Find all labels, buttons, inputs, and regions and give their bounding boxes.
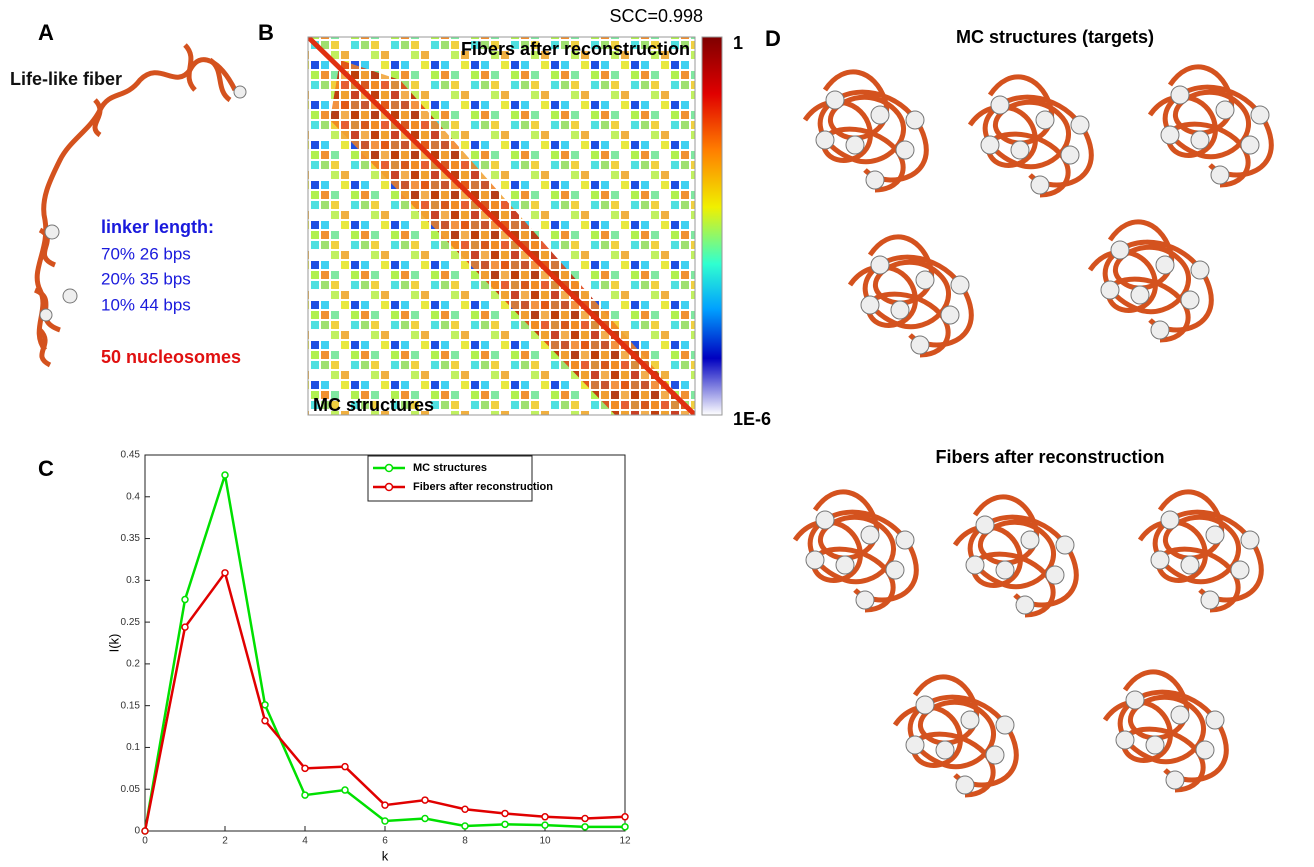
heatmap <box>308 37 695 415</box>
point <box>341 786 349 794</box>
legend-marker <box>384 482 394 492</box>
point <box>301 791 309 799</box>
panel-label: A <box>38 20 54 45</box>
point <box>581 823 589 831</box>
y-tick-label: 0 <box>134 826 140 837</box>
point <box>381 801 389 809</box>
plot-frame <box>144 454 626 832</box>
lower-label: MC structures <box>313 395 434 415</box>
panel-d-title: Fibers after reconstruction <box>935 447 1164 467</box>
linker-heading: linker length: <box>101 217 214 237</box>
x-tick-label: 12 <box>619 836 631 847</box>
point <box>501 820 509 829</box>
panel-a-title: Life-like fiber <box>10 69 122 89</box>
panel-d-title: MC structures (targets) <box>956 27 1154 47</box>
point <box>501 809 509 818</box>
point <box>301 764 309 773</box>
x-axis-label: k <box>382 848 389 863</box>
point <box>181 623 189 631</box>
y-tick-label: 0.35 <box>121 533 141 544</box>
y-tick-label: 0.2 <box>126 659 140 670</box>
x-tick-label: 8 <box>462 836 468 847</box>
x-tick-label: 0 <box>142 836 148 847</box>
x-tick-label: 2 <box>222 836 228 847</box>
structure-renderings <box>795 67 1271 795</box>
point <box>541 821 549 829</box>
y-tick-label: 0.05 <box>121 784 141 795</box>
heatmap-frame <box>307 36 696 416</box>
colorbar <box>701 36 723 416</box>
y-tick-label: 0.3 <box>126 575 140 586</box>
point <box>221 569 229 577</box>
legend-box <box>367 455 533 502</box>
legend-label: MC structures <box>413 462 487 474</box>
nucleosomes-label: 50 nucleosomes <box>101 347 241 367</box>
point <box>461 822 469 830</box>
point <box>621 823 629 831</box>
x-tick-label: 6 <box>382 836 388 847</box>
point <box>621 813 629 821</box>
point <box>181 595 189 604</box>
legend-marker <box>384 463 394 473</box>
x-tick-label: 4 <box>302 836 308 847</box>
scc-label: SCC=0.998 <box>609 6 703 26</box>
linker-line: 10% 44 bps <box>101 295 191 314</box>
point <box>541 813 549 821</box>
y-tick-label: 0.25 <box>121 617 141 628</box>
point <box>341 762 349 771</box>
point <box>261 716 269 725</box>
line-chart: 0 0.05 0.1 0.15 0.2 0.25 0.3 0.35 0.4 0.45 0 2 4 6 8 10… <box>106 450 631 864</box>
linker-line: 20% 35 bps <box>101 269 191 288</box>
y-axis-label: I(k) <box>106 634 121 653</box>
colorbar-max: 1 <box>733 33 743 53</box>
series-line <box>143 569 626 832</box>
point <box>421 814 429 823</box>
y-tick-label: 0.4 <box>126 491 140 502</box>
colorbar-min: 1E-6 <box>733 409 771 429</box>
legend-label: Fibers after reconstruction <box>413 481 553 493</box>
y-tick-label: 0.45 <box>121 450 141 461</box>
series-line <box>143 474 625 832</box>
point <box>421 796 429 804</box>
y-tick-label: 0.1 <box>126 742 140 753</box>
panel-label: B <box>258 20 274 45</box>
point <box>381 817 389 825</box>
x-tick-label: 10 <box>539 836 551 847</box>
upper-label: Fibers after reconstruction <box>461 39 690 59</box>
point <box>221 471 229 479</box>
point <box>141 827 149 835</box>
panel-label: D <box>765 26 781 51</box>
y-tick-label: 0.15 <box>121 700 141 711</box>
fiber-illustration <box>33 43 247 368</box>
linker-line: 70% 26 bps <box>101 244 191 263</box>
point <box>581 814 589 823</box>
point <box>461 805 469 814</box>
panel-label: C <box>38 456 54 481</box>
legend: MC structures Fibers after reconstruction <box>367 455 553 502</box>
point <box>261 701 269 709</box>
